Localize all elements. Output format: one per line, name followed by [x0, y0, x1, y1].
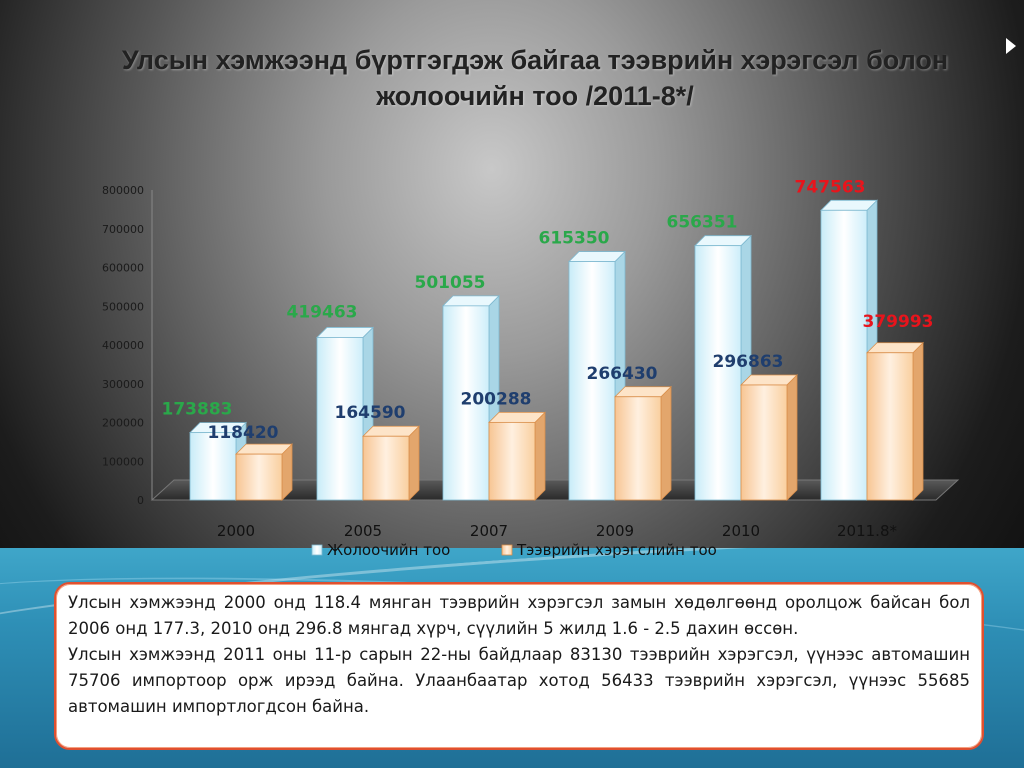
x-tick-label: 2011.8* — [837, 522, 897, 540]
bar-top — [740, 374, 798, 386]
bar-vehicles — [866, 352, 914, 501]
y-tick-label: 200000 — [102, 417, 144, 430]
x-tick-label: 2010 — [722, 522, 760, 540]
legend-label: Жолоочийн тоо — [327, 541, 450, 559]
y-tick-label: 400000 — [102, 339, 144, 352]
x-tick-label: 2005 — [344, 522, 382, 540]
bar-drivers — [189, 432, 237, 501]
bar-top — [694, 235, 752, 247]
data-label: 173883 — [162, 400, 233, 420]
bar-drivers — [694, 245, 742, 501]
y-tick-label: 800000 — [102, 184, 144, 197]
bar-vehicles — [488, 421, 536, 501]
bar-side — [912, 341, 924, 501]
bar-vehicles — [740, 384, 788, 501]
info-paragraph-1: Улсын хэмжээнд 2000 онд 118.4 мянган тээ… — [68, 593, 970, 638]
data-label: 747563 — [795, 177, 866, 197]
bar-top — [235, 443, 293, 455]
bar-top — [362, 425, 420, 437]
legend-label: Тээврийн хэрэгслийн тоо — [516, 541, 717, 559]
x-tick-label: 2000 — [217, 522, 255, 540]
bar-vehicles — [362, 435, 410, 501]
data-label: 164590 — [335, 403, 406, 423]
x-tick-label: 2009 — [596, 522, 634, 540]
bar-drivers — [820, 209, 868, 501]
bar-top — [820, 199, 878, 211]
y-tick-label: 300000 — [102, 378, 144, 391]
data-label: 200288 — [461, 389, 532, 409]
y-tick-label: 500000 — [102, 300, 144, 313]
bar-drivers — [568, 261, 616, 501]
slide-title: Улсын хэмжээнд бүртгэгдэж байгаа тээврий… — [70, 42, 1000, 114]
data-label: 656351 — [667, 213, 738, 233]
info-paragraph-2: Улсын хэмжээнд 2011 оны 11-р сарын 22-ны… — [68, 645, 970, 716]
bar-top — [568, 251, 626, 262]
bar-side — [408, 425, 420, 501]
bar-chart: 0 100000 200000 300000 400000 500000 600000 700… — [102, 177, 960, 559]
y-tick-label: 100000 — [102, 455, 144, 468]
bar-top — [488, 411, 546, 423]
data-label: 379993 — [863, 312, 934, 332]
y-tick-label: 700000 — [102, 223, 144, 236]
bar-side — [660, 385, 672, 501]
info-text-box: Улсын хэмжээнд 2000 онд 118.4 мянган тээ… — [54, 582, 984, 750]
bar-drivers — [442, 305, 490, 501]
data-label: 501055 — [415, 273, 486, 293]
bar-drivers — [316, 337, 364, 501]
x-tick-label: 2007 — [470, 522, 508, 540]
bar-side — [534, 411, 546, 501]
data-label: 118420 — [208, 423, 279, 443]
bar-vehicles — [235, 453, 283, 501]
y-tick-label: 0 — [137, 494, 144, 507]
data-label: 419463 — [287, 302, 358, 322]
y-tick-label: 600000 — [102, 262, 144, 275]
bar-top — [442, 295, 500, 307]
data-label: 296863 — [713, 352, 784, 372]
bar-vehicles — [614, 396, 662, 501]
next-arrow-icon — [1006, 38, 1016, 54]
data-label: 615350 — [539, 229, 610, 249]
legend-swatch — [311, 544, 323, 556]
bar-top — [866, 342, 924, 354]
title-line-1: Улсын хэмжээнд бүртгэгдэж байгаа тээврий… — [121, 45, 949, 75]
title-line-2: жолоочийн тоо /2011-8*/ — [376, 81, 694, 111]
bar-top — [614, 386, 672, 398]
legend-swatch — [501, 544, 513, 556]
bar-side — [786, 373, 798, 501]
bar-top — [316, 327, 374, 338]
data-label: 266430 — [587, 364, 658, 384]
